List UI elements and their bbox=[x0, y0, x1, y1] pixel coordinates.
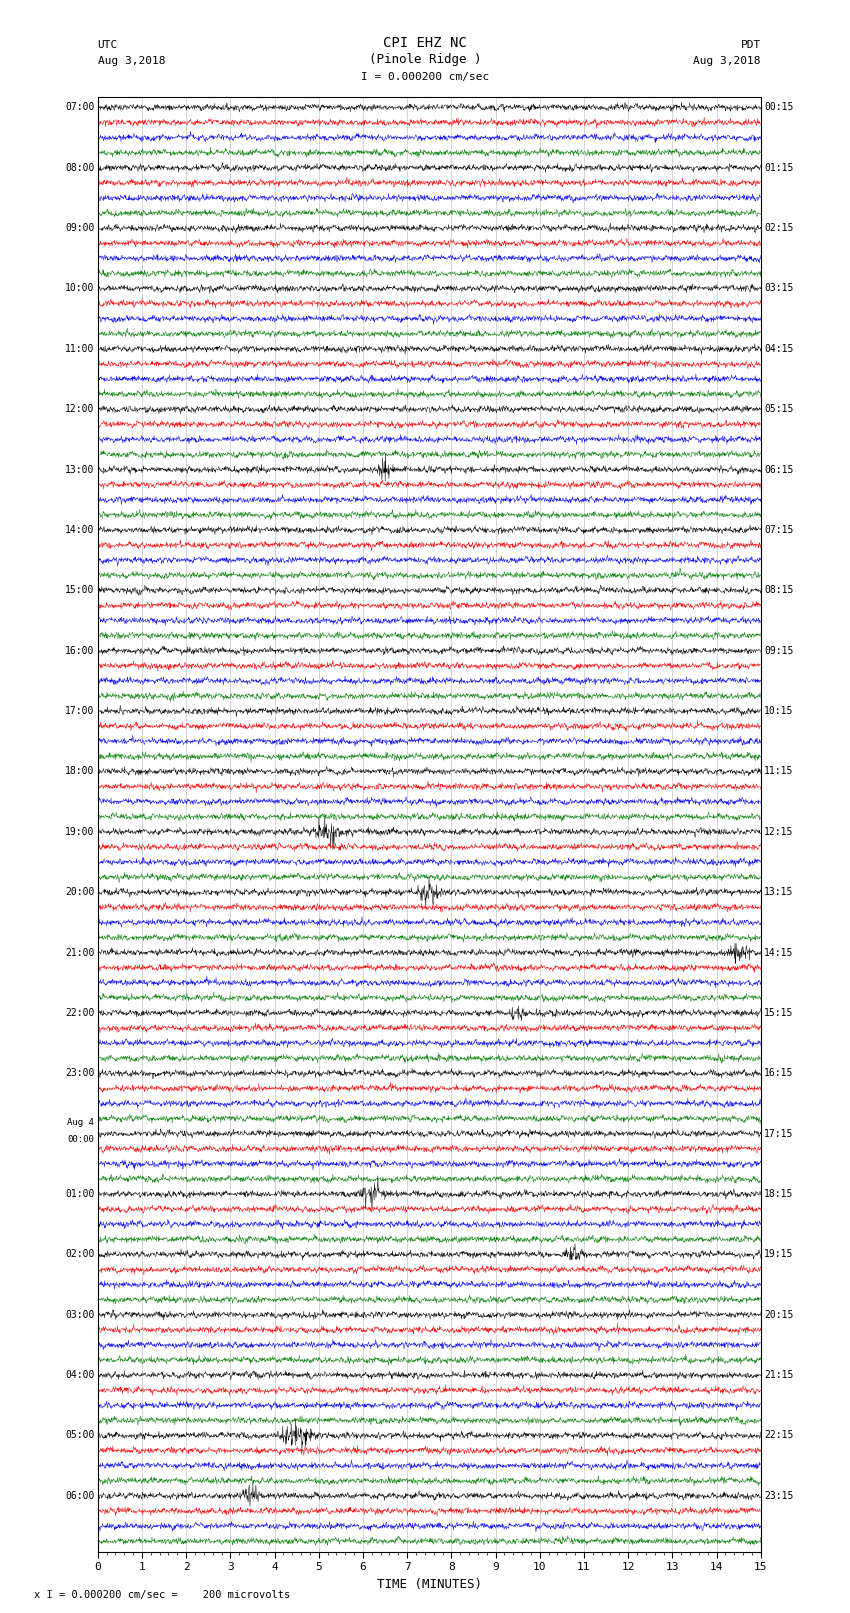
Text: 07:15: 07:15 bbox=[764, 524, 794, 536]
Text: Aug 3,2018: Aug 3,2018 bbox=[98, 56, 165, 66]
Text: 12:15: 12:15 bbox=[764, 827, 794, 837]
Text: 22:00: 22:00 bbox=[65, 1008, 94, 1018]
Text: 17:00: 17:00 bbox=[65, 706, 94, 716]
Text: 03:15: 03:15 bbox=[764, 284, 794, 294]
Text: 10:15: 10:15 bbox=[764, 706, 794, 716]
Text: 01:15: 01:15 bbox=[764, 163, 794, 173]
Text: 21:15: 21:15 bbox=[764, 1369, 794, 1381]
Text: 20:00: 20:00 bbox=[65, 887, 94, 897]
Text: 19:00: 19:00 bbox=[65, 827, 94, 837]
Text: 05:15: 05:15 bbox=[764, 405, 794, 415]
Text: 13:00: 13:00 bbox=[65, 465, 94, 474]
X-axis label: TIME (MINUTES): TIME (MINUTES) bbox=[377, 1578, 482, 1590]
Text: 17:15: 17:15 bbox=[764, 1129, 794, 1139]
Text: 23:00: 23:00 bbox=[65, 1068, 94, 1077]
Text: 08:00: 08:00 bbox=[65, 163, 94, 173]
Text: 12:00: 12:00 bbox=[65, 405, 94, 415]
Text: 03:00: 03:00 bbox=[65, 1310, 94, 1319]
Text: 13:15: 13:15 bbox=[764, 887, 794, 897]
Text: 15:15: 15:15 bbox=[764, 1008, 794, 1018]
Text: Aug 3,2018: Aug 3,2018 bbox=[694, 56, 761, 66]
Text: I = 0.000200 cm/sec: I = 0.000200 cm/sec bbox=[361, 73, 489, 82]
Text: 21:00: 21:00 bbox=[65, 947, 94, 958]
Text: 18:15: 18:15 bbox=[764, 1189, 794, 1198]
Text: 22:15: 22:15 bbox=[764, 1431, 794, 1440]
Text: 15:00: 15:00 bbox=[65, 586, 94, 595]
Text: UTC: UTC bbox=[98, 40, 118, 50]
Text: x I = 0.000200 cm/sec =    200 microvolts: x I = 0.000200 cm/sec = 200 microvolts bbox=[34, 1590, 290, 1600]
Text: 09:00: 09:00 bbox=[65, 223, 94, 234]
Text: 19:15: 19:15 bbox=[764, 1250, 794, 1260]
Text: 05:00: 05:00 bbox=[65, 1431, 94, 1440]
Text: PDT: PDT bbox=[740, 40, 761, 50]
Text: 14:15: 14:15 bbox=[764, 947, 794, 958]
Text: 10:00: 10:00 bbox=[65, 284, 94, 294]
Text: 04:00: 04:00 bbox=[65, 1369, 94, 1381]
Text: 11:00: 11:00 bbox=[65, 344, 94, 353]
Text: (Pinole Ridge ): (Pinole Ridge ) bbox=[369, 53, 481, 66]
Text: 06:15: 06:15 bbox=[764, 465, 794, 474]
Text: 11:15: 11:15 bbox=[764, 766, 794, 776]
Text: 18:00: 18:00 bbox=[65, 766, 94, 776]
Text: 08:15: 08:15 bbox=[764, 586, 794, 595]
Text: Aug 4: Aug 4 bbox=[67, 1118, 94, 1127]
Text: 09:15: 09:15 bbox=[764, 645, 794, 655]
Text: 14:00: 14:00 bbox=[65, 524, 94, 536]
Text: CPI EHZ NC: CPI EHZ NC bbox=[383, 35, 467, 50]
Text: 02:15: 02:15 bbox=[764, 223, 794, 234]
Text: 16:15: 16:15 bbox=[764, 1068, 794, 1077]
Text: 01:00: 01:00 bbox=[65, 1189, 94, 1198]
Text: 00:15: 00:15 bbox=[764, 102, 794, 113]
Text: 00:00: 00:00 bbox=[67, 1136, 94, 1144]
Text: 02:00: 02:00 bbox=[65, 1250, 94, 1260]
Text: 23:15: 23:15 bbox=[764, 1490, 794, 1500]
Text: 04:15: 04:15 bbox=[764, 344, 794, 353]
Text: 20:15: 20:15 bbox=[764, 1310, 794, 1319]
Text: 16:00: 16:00 bbox=[65, 645, 94, 655]
Text: 06:00: 06:00 bbox=[65, 1490, 94, 1500]
Text: 07:00: 07:00 bbox=[65, 102, 94, 113]
